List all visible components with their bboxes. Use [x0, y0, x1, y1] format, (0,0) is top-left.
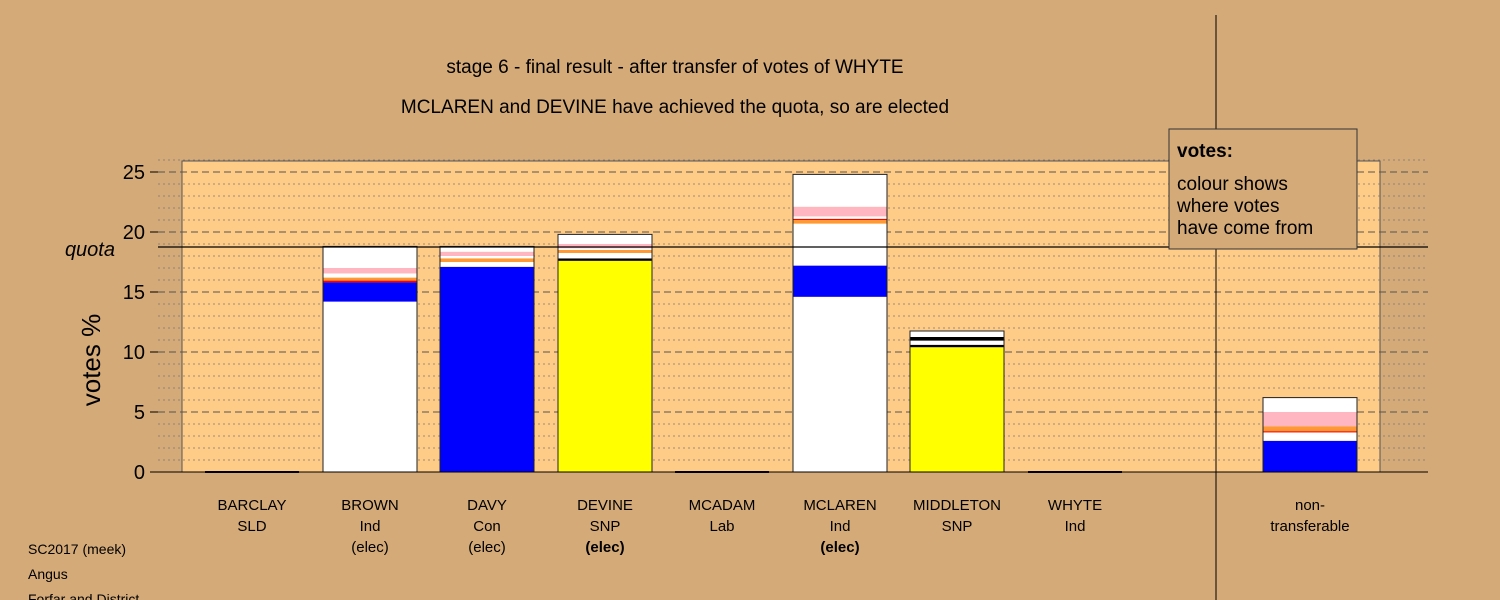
- candidate-label: (elec): [351, 539, 389, 556]
- bar-segment: [793, 174, 887, 207]
- bar-segment: [323, 282, 417, 302]
- bar-segment: [793, 218, 887, 220]
- bar-segment: [1263, 431, 1357, 433]
- bar-segment: [910, 331, 1004, 337]
- candidate-label: transferable: [1270, 518, 1349, 535]
- bar-segment: [558, 248, 652, 250]
- candidate-label: (elec): [468, 539, 506, 556]
- bar-segment: [1263, 440, 1357, 472]
- candidate-label: SNP: [942, 518, 973, 535]
- footer-line-3: Forfar and District: [28, 591, 139, 600]
- bar-segment: [323, 280, 417, 283]
- bar-segment: [558, 260, 652, 472]
- bar-davy: [439, 245, 535, 473]
- bar-segment: [1263, 397, 1357, 412]
- legend-line-1: colour shows: [1177, 174, 1288, 195]
- bar-segment: [558, 234, 652, 244]
- bar-segment: [323, 301, 417, 472]
- candidate-label: MCLAREN: [803, 497, 876, 514]
- bar-segment: [910, 344, 1004, 348]
- bar-segment: [793, 265, 887, 297]
- bar-segment: [323, 277, 417, 281]
- y-axis-label: votes %: [76, 314, 106, 407]
- candidate-label: DEVINE: [577, 497, 633, 514]
- legend-box: [1168, 128, 1358, 250]
- bar-segment: [440, 256, 534, 259]
- quota-label: quota: [65, 239, 115, 261]
- bar-segment: [1263, 432, 1357, 441]
- bar-segment: [440, 246, 534, 252]
- y-tick-label: 25: [123, 162, 145, 184]
- legend-line-3: have come from: [1177, 218, 1313, 239]
- bar-segment: [910, 347, 1004, 472]
- bar-devine: [557, 233, 653, 473]
- bars: [205, 173, 1358, 473]
- bar-segment: [323, 246, 417, 268]
- chart-title: stage 6 - final result - after transfer …: [446, 57, 903, 78]
- bar-non: [1262, 397, 1358, 473]
- bar-segment: [1263, 426, 1357, 432]
- bar-segment: [558, 250, 652, 253]
- candidate-label: MCADAM: [689, 497, 756, 514]
- candidate-label: non-: [1295, 497, 1325, 514]
- bar-segment: [793, 220, 887, 224]
- y-tick-label: 20: [123, 222, 145, 244]
- bar-segment: [440, 258, 534, 262]
- bar-segment: [558, 244, 652, 249]
- bar-segment: [558, 258, 652, 261]
- footer-line-2: Angus: [28, 566, 68, 582]
- bar-segment: [793, 206, 887, 217]
- bar-segment: [1263, 412, 1357, 427]
- bar-segment: [440, 262, 534, 267]
- candidate-label: BROWN: [341, 497, 399, 514]
- candidate-label: SLD: [237, 518, 266, 535]
- bar-mclaren: [792, 173, 888, 473]
- bar-segment: [440, 266, 534, 472]
- candidate-label: MIDDLETON: [913, 497, 1001, 514]
- bar-segment: [793, 296, 887, 472]
- candidate-label: (elec): [585, 539, 624, 556]
- bar-segment: [910, 340, 1004, 345]
- bar-segment: [793, 216, 887, 219]
- bar-segment: [793, 223, 887, 266]
- legend-title: votes:: [1177, 141, 1233, 162]
- y-tick-label: 5: [134, 402, 145, 424]
- bar-middleton: [909, 330, 1005, 473]
- candidate-label: Con: [473, 518, 501, 535]
- bar-segment: [910, 337, 1004, 341]
- bar-segment: [558, 253, 652, 259]
- bar-brown: [322, 245, 418, 473]
- y-axis: 0 5 10 15 20 25: [123, 162, 158, 484]
- y-tick-label: 0: [134, 462, 145, 484]
- candidate-label: Lab: [709, 518, 734, 535]
- y-tick-label: 15: [123, 282, 145, 304]
- chart-subtitle: MCLAREN and DEVINE have achieved the quo…: [401, 97, 949, 118]
- candidate-label: WHYTE: [1048, 497, 1102, 514]
- candidate-label: BARCLAY: [218, 497, 287, 514]
- candidate-label: DAVY: [467, 497, 507, 514]
- footer: SC2017 (meek) Angus Forfar and District: [28, 541, 139, 600]
- candidate-label: Ind: [1065, 518, 1086, 535]
- bar-segment: [323, 273, 417, 278]
- legend: votes: colour shows where votes have com…: [1168, 128, 1358, 250]
- candidate-label: Ind: [830, 518, 851, 535]
- candidate-label: Ind: [360, 518, 381, 535]
- bar-segment: [323, 268, 417, 274]
- candidate-labels: BARCLAY SLD BROWN Ind (elec) DAVY Con (elec) DEV…: [218, 497, 1350, 556]
- candidate-label: SNP: [590, 518, 621, 535]
- legend-line-2: where votes: [1176, 196, 1279, 217]
- candidate-label: (elec): [820, 539, 859, 556]
- y-tick-label: 10: [123, 342, 145, 364]
- bar-segment: [440, 251, 534, 256]
- footer-line-1: SC2017 (meek): [28, 541, 126, 557]
